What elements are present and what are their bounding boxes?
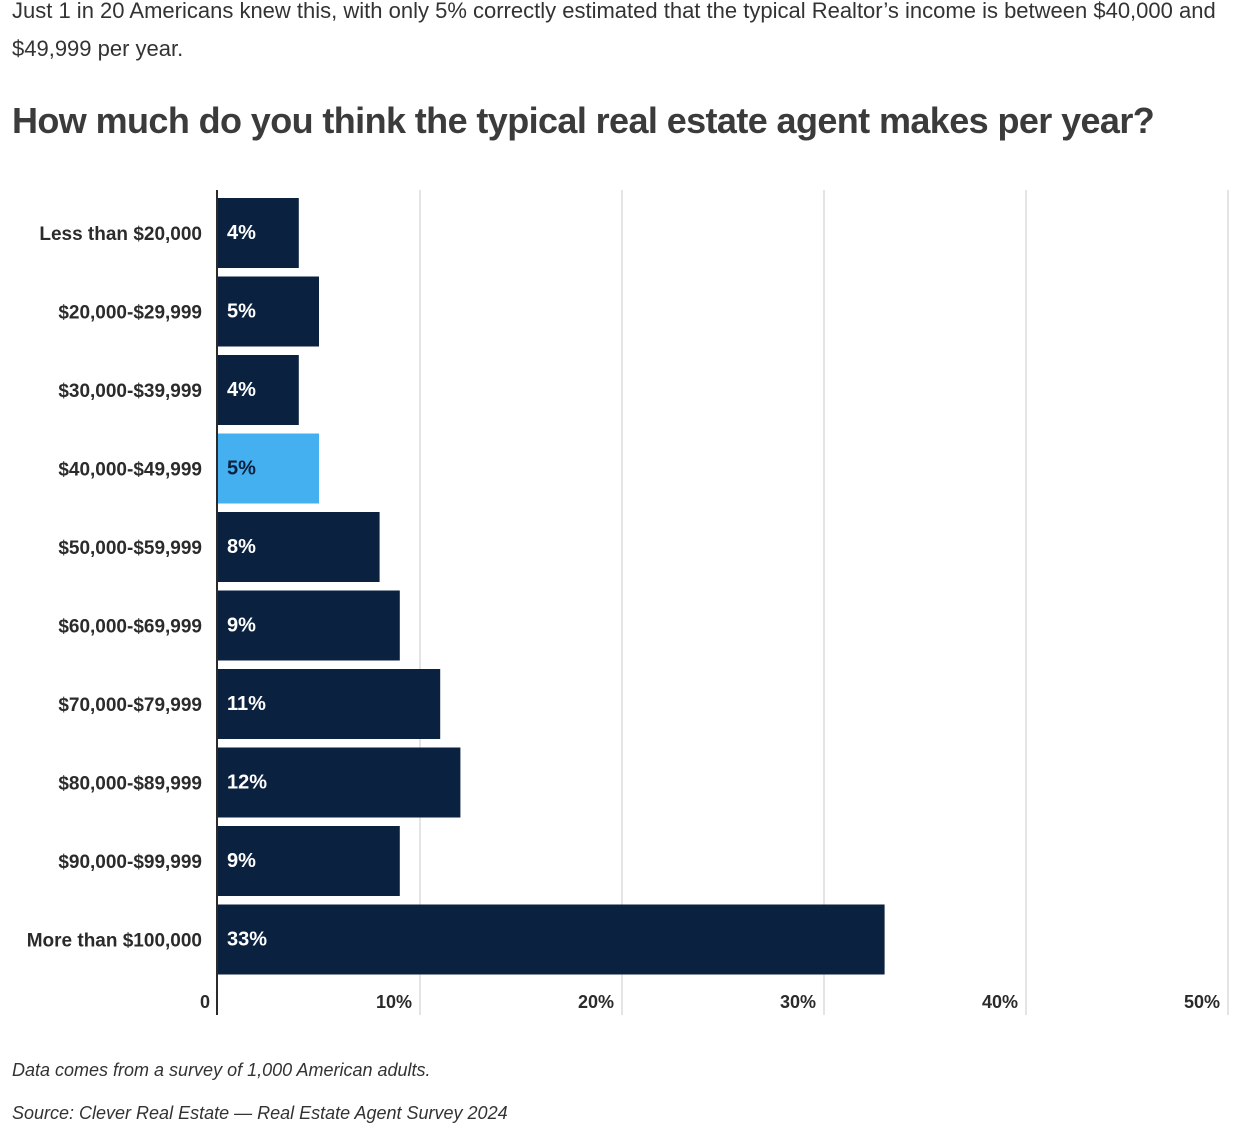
bar	[218, 590, 400, 661]
category-label: $30,000-$39,999	[58, 381, 202, 402]
x-tick-label: 30%	[780, 992, 816, 1012]
bar-value-label: 5%	[227, 301, 256, 323]
category-label: $20,000-$29,999	[58, 303, 202, 324]
source-note: Source: Clever Real Estate — Real Estate…	[12, 1103, 508, 1123]
category-label: $90,000-$99,999	[58, 852, 202, 873]
footnote: Data comes from a survey of 1,000 Americ…	[12, 1060, 431, 1080]
bar	[218, 198, 299, 268]
category-label: $70,000-$79,999	[58, 695, 202, 716]
bar-value-label: 4%	[227, 222, 256, 244]
bar	[218, 904, 885, 975]
bar-value-label: 9%	[227, 615, 256, 637]
bar	[218, 433, 319, 504]
category-label: Less than $20,000	[39, 224, 202, 245]
category-label: $50,000-$59,999	[58, 538, 202, 559]
category-label: $60,000-$69,999	[58, 617, 202, 638]
bar-value-label: 33%	[227, 929, 267, 951]
bar-value-label: 11%	[227, 693, 266, 715]
chart-title: How much do you think the typical real e…	[12, 100, 1155, 141]
bar-value-label: 8%	[227, 536, 256, 558]
bar-value-label: 4%	[227, 379, 256, 401]
bar	[218, 826, 400, 896]
bar-value-label: 12%	[227, 772, 267, 794]
category-label: $40,000-$49,999	[58, 460, 202, 481]
x-tick-label: 20%	[578, 992, 614, 1012]
x-tick-label: 0	[200, 992, 210, 1012]
x-tick-label: 50%	[1184, 992, 1220, 1012]
bar-value-label: 9%	[227, 850, 256, 872]
bar	[218, 669, 441, 739]
bar	[218, 355, 299, 425]
bar	[218, 747, 461, 818]
bar-chart: 0 10% 20% 30% 40% 50% Less than $20,000 4% $20,0…	[27, 190, 1229, 1015]
x-tick-label: 10%	[376, 992, 412, 1012]
category-label: $80,000-$89,999	[58, 774, 202, 795]
bar	[218, 276, 319, 347]
bar	[218, 512, 380, 582]
intro-paragraph: Just 1 in 20 Americans knew this, with o…	[12, 0, 1216, 61]
category-label: More than $100,000	[27, 931, 202, 952]
bar-value-label: 5%	[227, 458, 256, 480]
x-tick-label: 40%	[982, 992, 1018, 1012]
